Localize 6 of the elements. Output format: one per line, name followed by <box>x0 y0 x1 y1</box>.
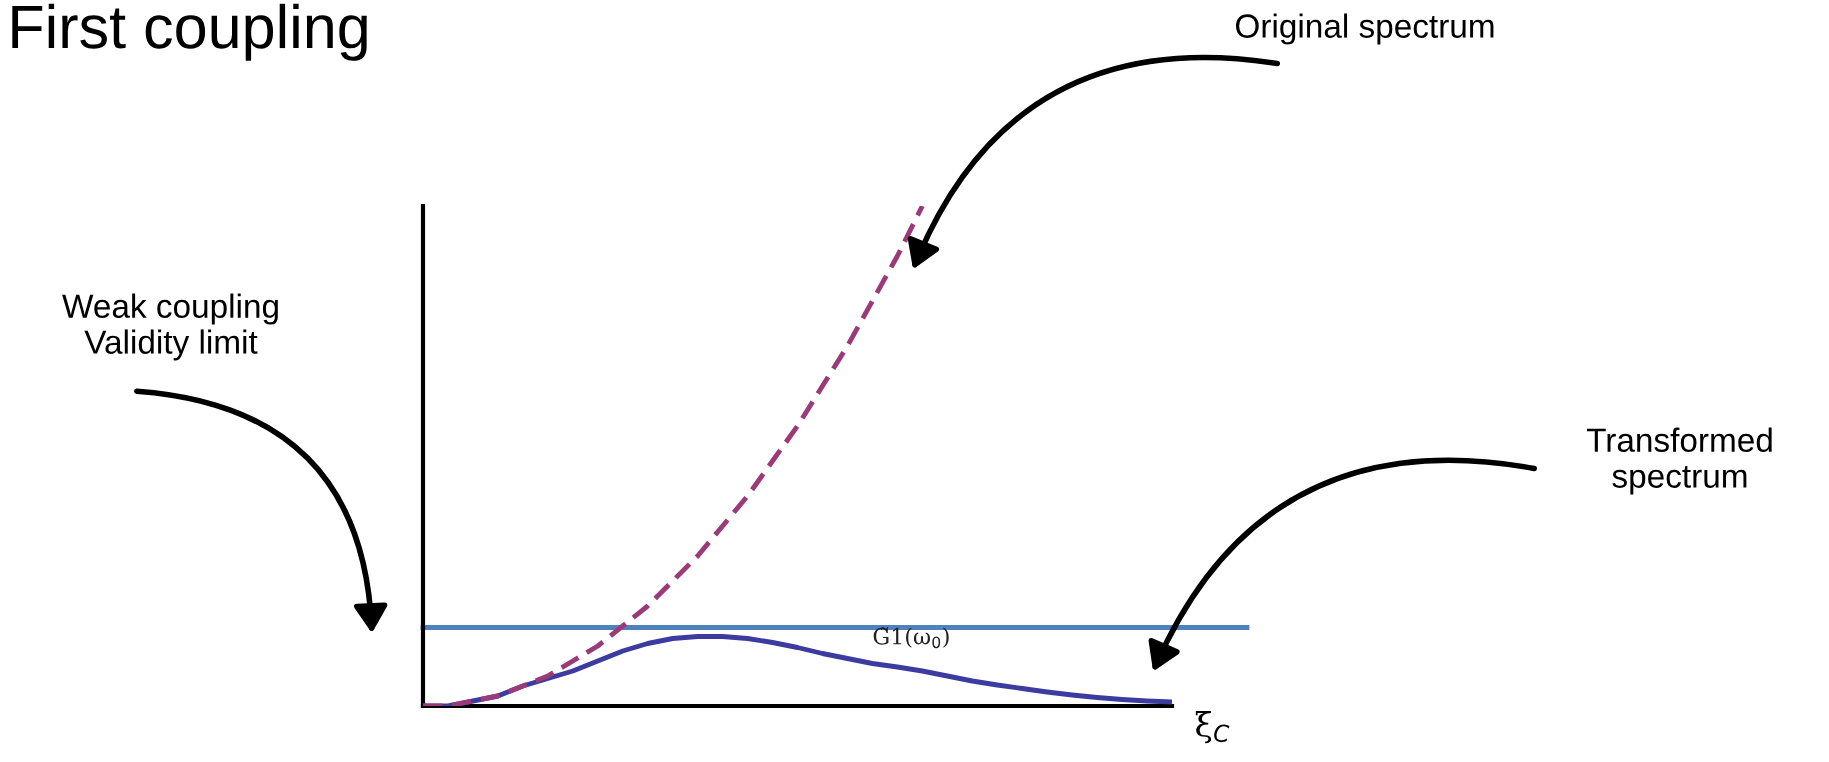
x-axis-title: ξ$_{C}$ <box>1195 711 1230 744</box>
text: Original spectrum <box>1235 13 1494 45</box>
ref-line-label: G̃1(ω$_{0}$) <box>873 627 949 649</box>
text: Transformed spectrum <box>1586 427 1772 495</box>
chart-title: First coupling <box>12 3 367 61</box>
text: Weak coupling Validity limit <box>62 293 278 361</box>
